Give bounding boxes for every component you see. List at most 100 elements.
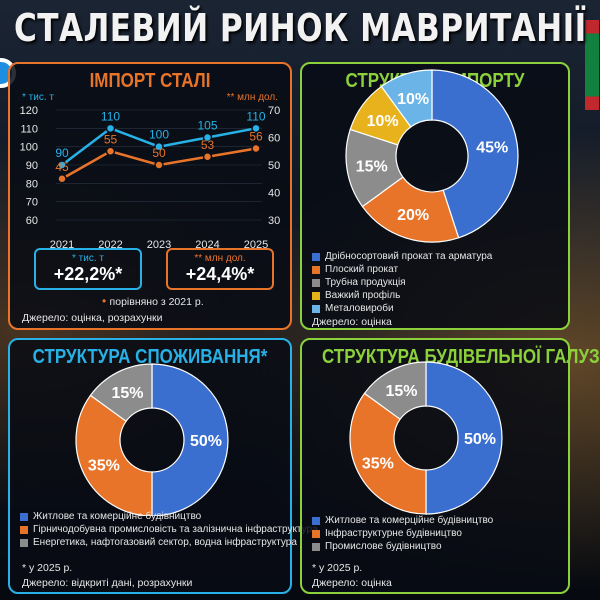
right-tick-label: 60 — [268, 133, 280, 145]
legend-item: Металовироби — [312, 302, 492, 315]
comparison-note-text: порівняно з 2021 р. — [109, 296, 204, 308]
slice-label: 35% — [362, 456, 394, 473]
import-source: Джерело: оцінка, розрахунки — [22, 312, 163, 324]
data-point — [202, 132, 213, 143]
data-label: 110 — [246, 109, 265, 123]
legend-label: Інфраструктурне будівництво — [325, 528, 462, 539]
data-point — [154, 141, 164, 152]
data-label: 45 — [55, 160, 69, 174]
data-label: 100 — [149, 128, 169, 142]
legend-label: Енергетика, нафтогазовий сектор, водна і… — [33, 537, 297, 548]
data-label: 90 — [55, 146, 69, 160]
legend-swatch — [312, 291, 320, 300]
left-axis-label: * тис. т — [22, 92, 54, 103]
import-structure-panel: СТРУКТУРА ІМПОРТУ 45%20%15%10%10% Дрібно… — [300, 62, 570, 330]
import-panel: ІМПОРТ СТАЛІ * тис. т ** млн дол. 60 70 80 90… — [8, 62, 292, 330]
legend-item: Інфраструктурне будівництво — [312, 527, 493, 540]
import-structure-source: Джерело: оцінка — [312, 316, 392, 328]
data-point — [154, 160, 164, 170]
pie-slice — [89, 363, 153, 423]
left-tick-label: 60 — [26, 215, 38, 227]
legend-item: Гірничодобувна промисловість та залізнич… — [20, 523, 318, 536]
legend-item: Плоский прокат — [312, 263, 492, 276]
import-structure-donut: 45% 20% 15% 10% 10% — [345, 69, 519, 243]
data-label: 50 — [152, 146, 166, 160]
data-label: 110 — [101, 109, 120, 123]
legend-item: Дрібносортовий прокат та арматура — [312, 250, 492, 263]
import-line-chart: * тис. т ** млн дол. 60 70 80 90 100 110 120 30 40… — [20, 92, 281, 251]
legend-swatch — [312, 278, 320, 287]
pie-slice — [349, 392, 427, 515]
legend-label: Дрібносортовий прокат та арматура — [325, 251, 493, 262]
legend-label: Плоский прокат — [325, 264, 399, 275]
left-tick-label: 90 — [26, 160, 38, 172]
construction-legend: Житлове та комерційне будівництво Інфраст… — [312, 514, 493, 553]
slice-label: 10% — [397, 91, 429, 108]
consumption-title: СТРУКТУРА СПОЖИВАННЯ* — [32, 346, 268, 368]
left-tick-label: 120 — [20, 105, 38, 117]
consumption-donut: 50% 35% 15% — [75, 363, 229, 516]
legend-swatch — [312, 304, 320, 313]
legend-label: Металовироби — [325, 303, 394, 314]
pie-slice — [151, 363, 229, 516]
slice-label: 35% — [88, 458, 120, 475]
data-label: 55 — [104, 132, 118, 146]
pie-slice — [75, 394, 153, 516]
stat-box-tonnes: * тис. т +22,2%* — [34, 248, 142, 290]
stat-box-usd: ** млн дол. +24,4%* — [166, 248, 274, 290]
consumption-panel: СТРУКТУРА СПОЖИВАННЯ* 50% 35% 15% Житлове … — [8, 338, 318, 594]
mauritania-flag — [585, 20, 599, 110]
import-title: ІМПОРТ СТАЛІ — [89, 70, 211, 92]
slice-label: 45% — [476, 139, 508, 156]
stat-label-tonnes: * тис. т — [72, 253, 104, 264]
consumption-source: Джерело: відкриті дані, розрахунки — [22, 577, 193, 589]
stat-label-usd: ** млн дол. — [194, 253, 246, 264]
left-tick-label: 110 — [20, 123, 38, 135]
left-tick-label: 80 — [26, 178, 38, 190]
slice-label: 10% — [367, 113, 399, 130]
data-point — [202, 152, 213, 162]
data-point — [251, 123, 261, 134]
pie-slice — [363, 361, 427, 421]
data-label: 56 — [249, 130, 263, 144]
data-point — [251, 143, 261, 154]
legend-label: Промислове будівництво — [325, 541, 442, 552]
legend-swatch — [20, 525, 28, 534]
left-tick-label: 100 — [20, 142, 38, 154]
right-tick-label: 30 — [268, 215, 280, 227]
legend-item: Житлове та комерційне будівництво — [20, 510, 318, 523]
legend-item: Промислове будівництво — [312, 540, 493, 553]
pie-slice — [380, 69, 433, 128]
consumption-legend: Житлове та комерційне будівництво Гірничо… — [20, 510, 318, 549]
legend-label: Гірничодобувна промисловість та залізнич… — [33, 524, 318, 535]
right-tick-label: 50 — [268, 160, 280, 172]
data-point — [57, 174, 67, 184]
data-point — [57, 160, 67, 170]
legend-label: Житлове та комерційне будівництво — [325, 515, 494, 526]
page-title: СТАЛЕВИЙ РИНОК МАВРИТАНІЇ — [14, 6, 587, 50]
legend-item: Житлове та комерційне будівництво — [312, 514, 493, 527]
legend-swatch — [20, 512, 28, 521]
data-label: 53 — [201, 138, 215, 152]
construction-title: СТРУКТУРА БУДІВЕЛЬНОЇ ГАЛУЗІ* — [321, 346, 600, 368]
slice-label: 15% — [356, 159, 388, 176]
pie-slice — [431, 69, 519, 239]
data-point — [105, 146, 116, 156]
data-label: 105 — [197, 119, 217, 133]
import-structure-legend: Дрібносортовий прокат та арматура Плоский… — [312, 250, 492, 315]
construction-panel: СТРУКТУРА БУДІВЕЛЬНОЇ ГАЛУЗІ* 50% 35% 15% … — [300, 338, 600, 594]
right-tick-label: 70 — [268, 105, 280, 117]
legend-swatch — [20, 538, 28, 547]
legend-item: Енергетика, нафтогазовий сектор, водна і… — [20, 536, 318, 549]
legend-label: Важкий профіль — [325, 290, 401, 301]
construction-source: Джерело: оцінка — [312, 577, 392, 589]
comparison-note: • порівняно з 2021 р. — [102, 294, 204, 308]
legend-swatch — [312, 542, 320, 551]
legend-item: Важкий профіль — [312, 289, 492, 302]
page-header: СТАЛЕВИЙ РИНОК МАВРИТАНІЇ — [0, 0, 600, 58]
legend-swatch — [312, 252, 320, 261]
pie-slice — [425, 361, 503, 515]
slice-label: 20% — [397, 207, 429, 224]
construction-donut: 50% 35% 15% — [349, 361, 503, 515]
data-point — [105, 123, 116, 134]
